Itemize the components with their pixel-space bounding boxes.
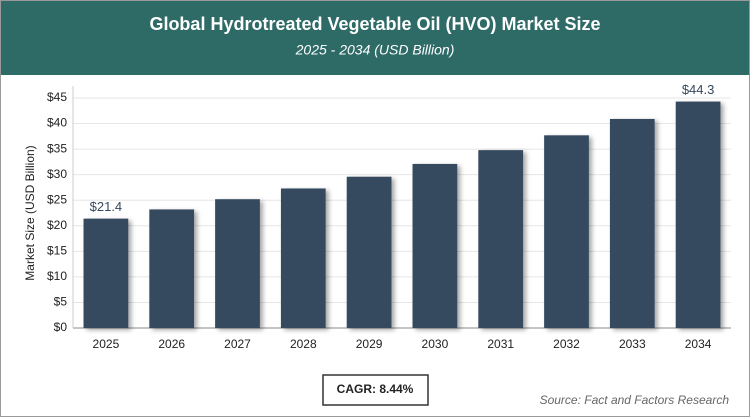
x-tick-label: 2032 — [553, 337, 580, 351]
x-tick-label: 2028 — [290, 337, 317, 351]
bar — [149, 209, 195, 328]
y-tick-label: $0 — [54, 320, 68, 334]
bar — [280, 188, 326, 328]
x-tick-label: 2030 — [422, 337, 449, 351]
cagr-label: CAGR: 8.44% — [337, 382, 414, 396]
y-tick-label: $25 — [47, 192, 67, 206]
y-tick-label: $5 — [54, 295, 68, 309]
x-tick-label: 2026 — [158, 337, 185, 351]
header-band — [1, 1, 749, 75]
x-tick-label: 2031 — [487, 337, 514, 351]
x-tick-label: 2034 — [685, 337, 712, 351]
bar — [412, 163, 458, 328]
bar — [609, 118, 655, 328]
x-tick-label: 2027 — [224, 337, 251, 351]
y-tick-label: $10 — [47, 269, 67, 283]
source: Source: Fact and Factors Research — [540, 393, 730, 407]
value-label: $21.4 — [90, 199, 123, 214]
bar — [675, 101, 721, 328]
bar — [346, 176, 392, 328]
y-tick-label: $30 — [47, 167, 67, 181]
y-tick-label: $45 — [47, 90, 67, 104]
y-tick-label: $35 — [47, 141, 67, 155]
bar — [544, 135, 589, 328]
x-tick-label: 2025 — [93, 337, 120, 351]
x-tick-label: 2029 — [356, 337, 383, 351]
bar — [215, 199, 260, 328]
y-axis-label: Market Size (USD Billion) — [23, 145, 37, 280]
x-tick-label: 2033 — [619, 337, 646, 351]
cagr-box — [322, 374, 429, 406]
y-tick-label: $40 — [47, 116, 67, 130]
y-tick-label: $15 — [47, 244, 67, 258]
bar — [83, 218, 129, 328]
chart-subtitle: 2025 - 2034 (USD Billion) — [295, 42, 455, 58]
value-label: $44.3 — [682, 82, 715, 97]
y-tick-label: $20 — [47, 218, 67, 232]
chart-title: Global Hydrotreated Vegetable Oil (HVO) … — [149, 14, 600, 34]
bar — [478, 150, 524, 328]
